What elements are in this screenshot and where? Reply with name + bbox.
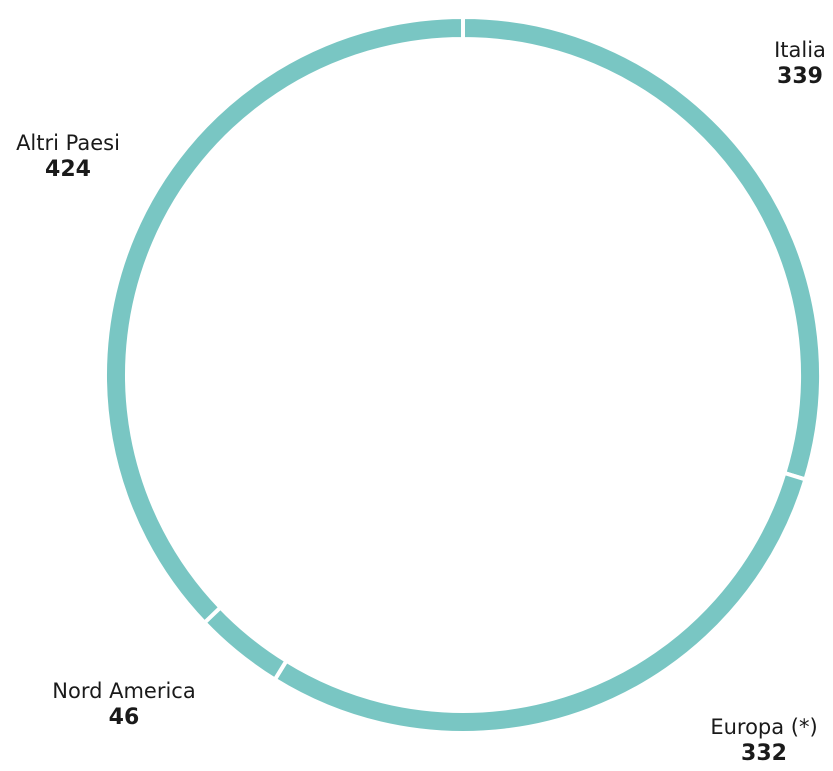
slice-nord-america	[201, 604, 290, 683]
slice-label-europa: Europa (*) 332	[710, 714, 817, 768]
slice-label-italia-value: 339	[777, 64, 823, 89]
slice-label-nord-america-value: 46	[108, 705, 140, 730]
slice-italia	[461, 14, 823, 482]
slice-label-italia: Italia 339	[774, 37, 826, 91]
slice-label-nord-america-name: Nord America	[52, 679, 196, 703]
slice-label-europa-name: Europa (*)	[710, 715, 818, 739]
slice-label-nord-america: Nord America 46	[52, 678, 195, 732]
slice-label-altri-paesi: Altri Paesi 424	[16, 130, 120, 184]
slice-label-italia-name: Italia	[774, 38, 826, 62]
slice-altri-paesi	[103, 14, 465, 626]
slice-europa	[272, 470, 808, 735]
slice-label-altri-paesi-name: Altri Paesi	[16, 131, 120, 155]
slice-label-europa-value: 332	[741, 741, 787, 766]
slice-label-altri-paesi-value: 424	[45, 157, 91, 182]
